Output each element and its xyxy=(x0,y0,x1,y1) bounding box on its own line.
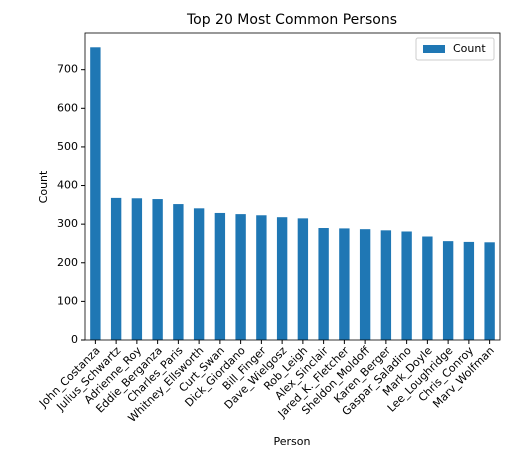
bar xyxy=(110,197,122,340)
bar xyxy=(318,228,329,340)
bar xyxy=(463,241,475,340)
y-tick-label: 600 xyxy=(57,101,78,114)
bar xyxy=(214,212,226,340)
bar xyxy=(339,228,350,340)
y-axis-label: Count xyxy=(37,170,50,203)
y-tick-label: 200 xyxy=(57,256,78,269)
bar xyxy=(401,231,412,340)
bar xyxy=(193,208,205,340)
bar xyxy=(297,218,309,340)
bar xyxy=(276,217,288,340)
y-tick-label: 300 xyxy=(57,217,78,230)
bar xyxy=(380,230,392,340)
y-tick-label: 400 xyxy=(57,179,78,192)
bar xyxy=(152,199,163,340)
bar xyxy=(256,215,267,340)
legend-box xyxy=(415,37,495,61)
plot-frame xyxy=(84,32,501,341)
y-tick-label: 100 xyxy=(57,294,78,307)
bar xyxy=(90,47,101,340)
bar xyxy=(442,241,454,340)
y-tick-label: 0 xyxy=(71,333,78,346)
bar xyxy=(422,236,433,340)
chart-title: Top 20 Most Common Persons xyxy=(186,12,397,28)
y-tick-label: 500 xyxy=(57,140,78,153)
x-axis-label: Person xyxy=(274,435,311,448)
bar xyxy=(484,242,495,340)
bar xyxy=(359,229,371,340)
bar xyxy=(173,204,184,340)
bar xyxy=(131,198,143,340)
legend-label: Count xyxy=(453,42,486,55)
bar xyxy=(235,214,246,340)
y-tick-label: 700 xyxy=(57,63,78,76)
legend-swatch xyxy=(423,45,445,53)
